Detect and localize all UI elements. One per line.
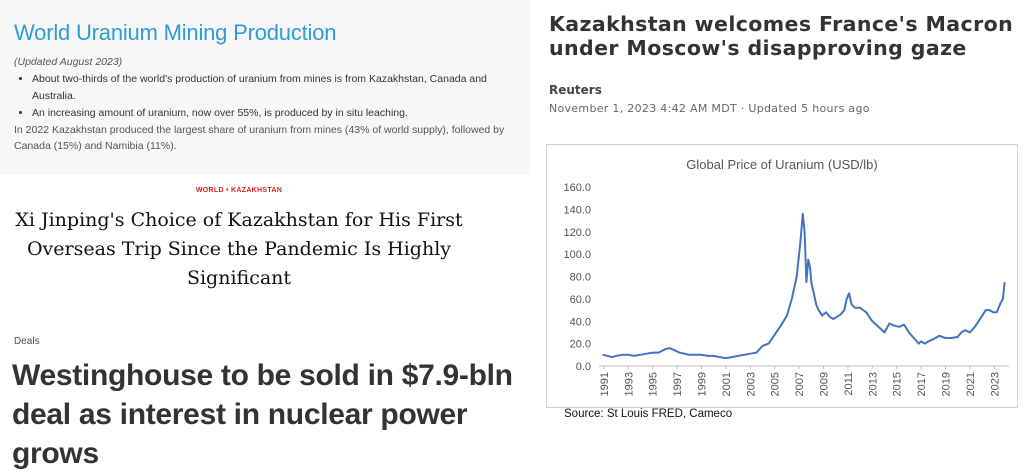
y-tick-label: 0.0 bbox=[576, 361, 591, 373]
chart-svg: Global Price of Uranium (USD/lb) 160.0 140… bbox=[563, 157, 1009, 396]
xi-article-kicker[interactable]: WORLD • KAZAKHSTAN bbox=[195, 187, 283, 194]
westinghouse-headline[interactable]: Westinghouse to be sold in $7.9-bln deal… bbox=[12, 359, 513, 470]
x-tick-label: 2003 bbox=[745, 372, 757, 396]
uranium-price-chart: Global Price of Uranium (USD/lb) 160.0 140… bbox=[546, 144, 1018, 408]
y-tick-label: 40.0 bbox=[570, 316, 591, 328]
x-tick-label: 1997 bbox=[672, 372, 684, 396]
wna-bullet: An increasing amount of uranium, now ove… bbox=[32, 105, 532, 122]
y-tick-label: 80.0 bbox=[570, 272, 591, 284]
x-tick-label: 2023 bbox=[989, 372, 1001, 396]
y-tick-label: 60.0 bbox=[570, 294, 591, 306]
x-tick-label: 2007 bbox=[794, 372, 806, 396]
wna-bullet: About two-thirds of the world's producti… bbox=[32, 71, 532, 105]
x-tick-label: 2001 bbox=[721, 372, 733, 396]
x-tick-label: 2015 bbox=[892, 372, 904, 396]
wna-panel: World Uranium Mining Production (Updated… bbox=[0, 0, 530, 175]
wna-paragraph: In 2022 Kazakhstan produced the largest … bbox=[14, 124, 505, 152]
y-tick-label: 160.0 bbox=[563, 182, 591, 194]
x-tick-label: 2017 bbox=[916, 372, 928, 396]
chart-title: Global Price of Uranium (USD/lb) bbox=[686, 157, 877, 172]
chart-source-credit: Source: St Louis FRED, Cameco bbox=[564, 408, 733, 420]
y-tick-label: 140.0 bbox=[563, 204, 591, 216]
y-tick-label: 120.0 bbox=[563, 227, 591, 239]
x-tick-label: 2013 bbox=[867, 372, 879, 396]
wna-bullet-list: About two-thirds of the world's producti… bbox=[18, 71, 532, 122]
xi-article-headline[interactable]: Xi Jinping's Choice of Kazakhstan for Hi… bbox=[15, 209, 463, 289]
reuters-date: November 1, 2023 4:42 AM MDT · Updated 5… bbox=[549, 102, 870, 115]
price-series-line bbox=[602, 212, 1006, 360]
reuters-source[interactable]: Reuters bbox=[549, 83, 602, 97]
x-tick-label: 2011 bbox=[843, 372, 855, 396]
reuters-headline[interactable]: Kazakhstan welcomes France's Macron unde… bbox=[549, 12, 1014, 60]
x-tick-label: 1999 bbox=[697, 372, 709, 396]
westinghouse-kicker[interactable]: Deals bbox=[14, 336, 40, 347]
x-tick-label: 1995 bbox=[648, 372, 660, 396]
x-tick-label: 2005 bbox=[770, 372, 782, 396]
y-tick-label: 20.0 bbox=[570, 339, 591, 351]
x-tick-label: 1991 bbox=[599, 372, 611, 396]
x-tick-label: 2009 bbox=[819, 372, 831, 396]
y-tick-label: 100.0 bbox=[563, 249, 591, 261]
wna-title[interactable]: World Uranium Mining Production bbox=[14, 20, 337, 45]
reuters-panel: Kazakhstan welcomes France's Macron unde… bbox=[535, 0, 1024, 135]
xi-article-panel: WORLD • KAZAKHSTAN Xi Jinping's Choice o… bbox=[0, 180, 530, 310]
x-tick-label: 1993 bbox=[623, 372, 635, 396]
x-tick-label: 2021 bbox=[965, 372, 977, 396]
x-tick-label: 2019 bbox=[941, 372, 953, 396]
westinghouse-panel: Deals Westinghouse to be sold in $7.9-bl… bbox=[0, 330, 530, 470]
wna-updated-date: (Updated August 2023) bbox=[14, 56, 123, 68]
